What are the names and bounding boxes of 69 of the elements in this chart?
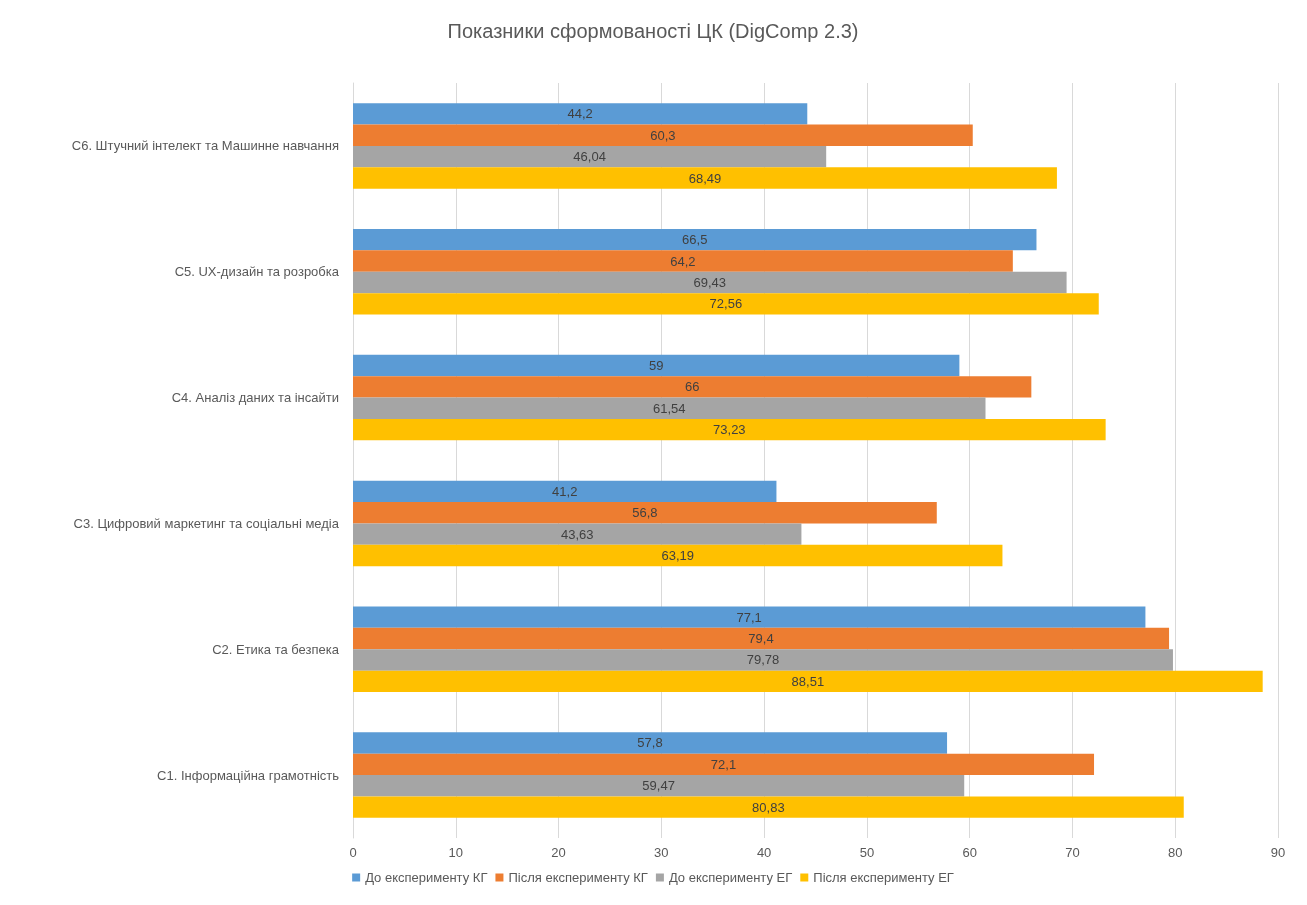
data-label: 79,4 (748, 631, 774, 647)
bar (353, 606, 1146, 628)
bar (353, 124, 973, 146)
x-tick-label: 0 (349, 845, 357, 860)
x-tick-label: 50 (859, 845, 875, 860)
x-tick-label: 70 (1065, 845, 1080, 860)
data-label: 59 (648, 358, 664, 373)
bar (353, 228, 1037, 251)
bar (353, 627, 1170, 650)
y-tick-label: С1. Інформаційна грамотність (157, 767, 340, 783)
data-label: 72,1 (710, 756, 737, 772)
bar (353, 649, 1173, 671)
bar (353, 293, 1099, 315)
data-label: 80,83 (752, 799, 785, 815)
bar (353, 775, 965, 797)
data-label: 63,19 (661, 548, 694, 563)
data-label: 61,54 (652, 400, 686, 416)
data-label: 88,51 (791, 673, 825, 689)
data-label: 66 (684, 379, 700, 395)
bar (353, 670, 1263, 693)
data-label: 73,23 (713, 422, 746, 438)
bar (353, 145, 827, 168)
data-label: 79,78 (746, 652, 780, 668)
legend-label: Після експерименту ЕГ (813, 870, 954, 885)
bar (353, 502, 937, 524)
data-label: 60,3 (650, 127, 676, 143)
x-tick-label: 20 (551, 845, 566, 860)
x-tick-label: 30 (654, 845, 669, 860)
bar (353, 271, 1067, 294)
data-label: 44,2 (567, 106, 593, 122)
y-tick-label: С6. Штучний інтелект та Машинне навчання (71, 138, 339, 154)
data-label: 46,04 (573, 149, 606, 165)
legend-label: Після експерименту КГ (508, 870, 648, 885)
bar (353, 544, 1003, 567)
x-tick-label: 10 (448, 845, 464, 860)
data-label: 77,1 (736, 609, 762, 625)
data-label: 56,8 (632, 505, 658, 521)
chart-title: Показники сформованості ЦК (DigComp 2.3) (447, 20, 859, 42)
data-label: 72,56 (709, 296, 743, 312)
data-label: 66,5 (682, 232, 708, 248)
y-tick-label: С2. Етика та безпека (212, 641, 340, 657)
bar (353, 103, 808, 125)
bar (353, 523, 802, 545)
y-tick-label: С3. Цифровий маркетинг та соціальні медіа (73, 515, 340, 531)
data-label: 69,43 (693, 274, 727, 290)
x-tick-label: 90 (1270, 845, 1286, 860)
data-label: 68,49 (688, 170, 722, 186)
bar (353, 397, 986, 419)
bar (353, 753, 1095, 776)
bar (353, 354, 960, 377)
bar (353, 418, 1106, 441)
data-label: 41,2 (552, 483, 578, 499)
data-label: 59,47 (642, 778, 675, 794)
bar (353, 480, 777, 503)
bar (353, 376, 1032, 398)
bar (353, 250, 1013, 272)
x-tick-label: 80 (1167, 845, 1183, 860)
y-tick-label: С4. Аналіз даних та інсайти (171, 390, 339, 406)
x-tick-label: 60 (962, 845, 977, 860)
legend-label: До експерименту КГ (365, 870, 488, 885)
data-label: 64,2 (670, 253, 696, 269)
bar (353, 732, 948, 754)
bar (353, 167, 1057, 189)
legend-label: До експерименту ЕГ (668, 870, 793, 885)
bar (353, 796, 1184, 818)
data-label: 57,8 (637, 735, 663, 751)
y-tick-label: С5. UX-дизайн та розробка (174, 264, 340, 280)
data-label: 43,63 (560, 526, 594, 542)
x-tick-label: 40 (756, 845, 772, 860)
